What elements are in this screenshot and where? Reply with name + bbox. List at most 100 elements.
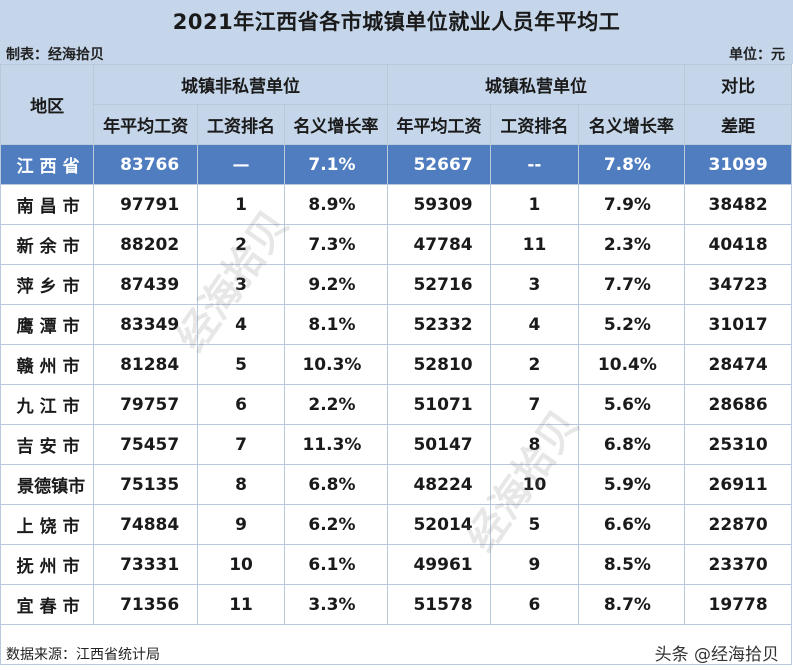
pri-wage-cell: 52667 <box>386 144 492 185</box>
pub-wage-cell: 83766 <box>93 144 198 185</box>
header-pub-wage: 年平均工资 <box>93 104 198 145</box>
pri-growth-cell: 8.7% <box>577 584 686 625</box>
pub-rank-cell: 10 <box>196 544 286 585</box>
pri-wage-cell: 49961 <box>386 544 492 585</box>
region-cell: 宜春市 <box>0 584 95 625</box>
pub-wage-cell: 75457 <box>93 424 198 465</box>
pri-growth-cell: 7.9% <box>577 184 686 225</box>
table-row: 抚州市 73331 10 6.1% 49961 9 8.5% 23370 <box>0 544 792 585</box>
pub-growth-cell: 6.2% <box>284 504 388 545</box>
pub-wage-cell: 83349 <box>93 304 198 345</box>
pri-growth-cell: 7.8% <box>577 144 686 185</box>
province-row: 江西省 83766—7.1% 52667 -- 7.8% 31099 <box>0 144 792 185</box>
gap-cell: 34723 <box>684 264 792 305</box>
table-row: 上饶市 74884 9 6.2% 52014 5 6.6% 22870 <box>0 504 792 545</box>
pri-growth-cell: 2.3% <box>577 224 686 265</box>
pub-rank-cell: 6 <box>196 384 286 425</box>
pub-growth-cell: 3.3% <box>284 584 388 625</box>
data-source: 数据来源：江西省统计局 <box>6 647 160 663</box>
pub-growth-cell: 7.1% <box>284 144 388 185</box>
table-row: 吉安市 75457 7 11.3% 50147 8 6.8% 25310 <box>0 424 792 465</box>
header-row-groups: 地区 城镇非私营单位 城镇私营单位 对比 <box>0 64 792 145</box>
pub-growth-cell: 7.3% <box>284 224 388 265</box>
header-pri-wage: 年平均工资 <box>386 104 492 145</box>
pri-rank-cell: 1 <box>490 184 579 225</box>
pri-rank-cell: 9 <box>490 544 579 585</box>
header-group-public: 城镇非私营单位 <box>93 64 388 105</box>
pub-growth-cell: 9.2% <box>284 264 388 305</box>
pub-growth-cell: 6.8% <box>284 464 388 505</box>
header-group-compare: 对比 <box>684 64 792 105</box>
region-cell: 鹰潭市 <box>0 304 95 345</box>
pri-rank-cell: 4 <box>490 304 579 345</box>
pri-rank-cell: 8 <box>490 424 579 465</box>
gap-cell: 19778 <box>684 584 792 625</box>
header-pri-rank: 工资排名 <box>490 104 579 145</box>
header-pub-growth: 名义增长率 <box>284 104 388 145</box>
pub-wage-cell: 88202 <box>93 224 198 265</box>
pri-growth-cell: 5.9% <box>577 464 686 505</box>
pub-wage-cell: 81284 <box>93 344 198 385</box>
maker-label: 制表：经海拾贝 <box>6 47 104 63</box>
pri-growth-cell: 7.7% <box>577 264 686 305</box>
pub-growth-cell: 8.9% <box>284 184 388 225</box>
pri-rank-cell: -- <box>490 144 579 185</box>
footer-row <box>0 624 792 665</box>
pub-rank-cell: 9 <box>196 504 286 545</box>
pub-rank-cell: 4 <box>196 304 286 345</box>
gap-cell: 25310 <box>684 424 792 465</box>
pub-rank-cell: 8 <box>196 464 286 505</box>
gap-cell: 31099 <box>684 144 792 185</box>
pri-growth-cell: 5.6% <box>577 384 686 425</box>
wage-table: 地区 城镇非私营单位 城镇私营单位 对比 年平均工资 工资排名 名义增长率 年平… <box>0 64 792 665</box>
pri-wage-cell: 51071 <box>386 384 492 425</box>
pub-wage-cell: 87439 <box>93 264 198 305</box>
pub-wage-cell: 97791 <box>93 184 198 225</box>
brand-mark: 头条 @经海拾贝 <box>654 645 779 665</box>
region-cell: 吉安市 <box>0 424 95 465</box>
header-pub-rank: 工资排名 <box>196 104 286 145</box>
pub-growth-cell: 6.1% <box>284 544 388 585</box>
pri-wage-cell: 52332 <box>386 304 492 345</box>
pub-wage-cell: 71356 <box>93 584 198 625</box>
pri-wage-cell: 48224 <box>386 464 492 505</box>
pub-rank-cell: 7 <box>196 424 286 465</box>
region-cell: 南昌市 <box>0 184 95 225</box>
header-gap: 差距 <box>684 104 792 145</box>
pri-wage-cell: 52014 <box>386 504 492 545</box>
table-row: 新余市 88202 2 7.3% 47784 11 2.3% 40418 <box>0 224 792 265</box>
pri-rank-cell: 2 <box>490 344 579 385</box>
pri-wage-cell: 52716 <box>386 264 492 305</box>
pub-growth-cell: 11.3% <box>284 424 388 465</box>
pub-wage-cell: 73331 <box>93 544 198 585</box>
table-row: 南昌市 97791 1 8.9% 59309 1 7.9% 38482 <box>0 184 792 225</box>
gap-cell: 38482 <box>684 184 792 225</box>
pub-rank-cell: 11 <box>196 584 286 625</box>
footer-cell <box>0 624 792 665</box>
pub-rank-cell: 3 <box>196 264 286 305</box>
pri-rank-cell: 10 <box>490 464 579 505</box>
region-cell: 上饶市 <box>0 504 95 545</box>
gap-cell: 28686 <box>684 384 792 425</box>
pub-wage-cell: 79757 <box>93 384 198 425</box>
pri-wage-cell: 47784 <box>386 224 492 265</box>
pri-growth-cell: 5.2% <box>577 304 686 345</box>
pri-rank-cell: 5 <box>490 504 579 545</box>
unit-label: 单位：元 <box>729 47 785 63</box>
pri-wage-cell: 50147 <box>386 424 492 465</box>
header-group-private: 城镇私营单位 <box>386 64 686 105</box>
pub-rank-cell: — <box>196 144 286 185</box>
pri-growth-cell: 8.5% <box>577 544 686 585</box>
pri-wage-cell: 59309 <box>386 184 492 225</box>
region-cell: 江西省 <box>0 144 95 185</box>
header-row-columns: 年平均工资 工资排名 名义增长率 年平均工资 工资排名 名义增长率 差距 <box>1 104 792 145</box>
pri-rank-cell: 6 <box>490 584 579 625</box>
pri-rank-cell: 11 <box>490 224 579 265</box>
pub-growth-cell: 8.1% <box>284 304 388 345</box>
gap-cell: 28474 <box>684 344 792 385</box>
gap-cell: 31017 <box>684 304 792 345</box>
table-row: 赣州市 81284 5 10.3% 52810 2 10.4% 28474 <box>0 344 792 385</box>
gap-cell: 26911 <box>684 464 792 505</box>
header-region: 地区 <box>0 64 95 145</box>
pub-wage-cell: 75135 <box>93 464 198 505</box>
